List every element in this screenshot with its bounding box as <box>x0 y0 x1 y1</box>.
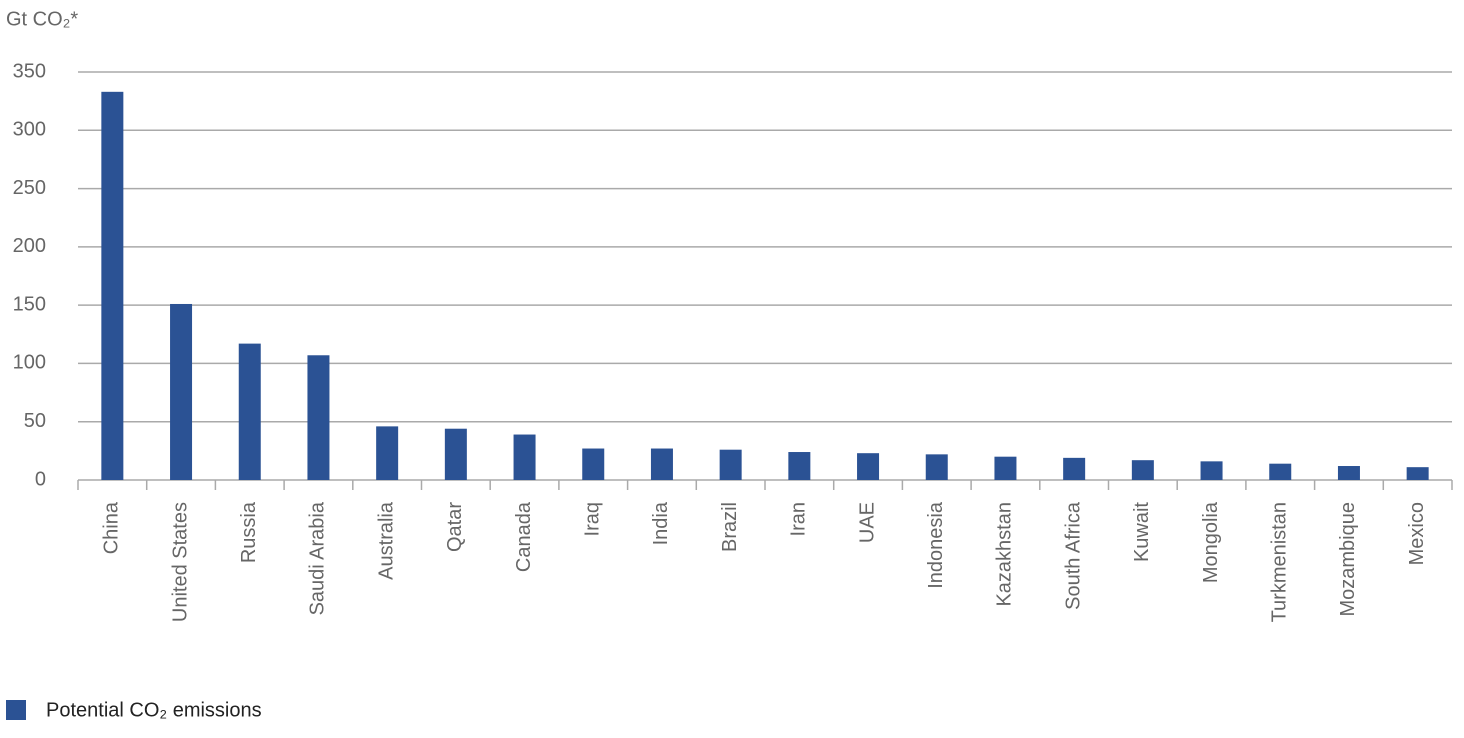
y-axis-label: Gt CO₂* <box>6 8 78 30</box>
bar <box>444 428 467 480</box>
x-tick-label: Iran <box>788 502 810 536</box>
x-tick-label: Mexico <box>1406 502 1428 565</box>
bar <box>1200 461 1223 480</box>
bar <box>1406 467 1429 480</box>
x-tick-label: India <box>650 501 672 545</box>
bar <box>238 343 261 480</box>
bar <box>101 91 124 481</box>
y-tick-label: 50 <box>24 410 46 432</box>
y-tick-label: 0 <box>35 468 46 490</box>
bar <box>376 426 399 480</box>
x-tick-label: Iraq <box>582 502 604 536</box>
x-tick-label: UAE <box>856 502 878 543</box>
x-tick-label: South Africa <box>1062 501 1084 610</box>
x-tick-label: Kuwait <box>1131 502 1153 562</box>
bar <box>307 355 330 480</box>
x-tick-label: Mongolia <box>1200 501 1222 583</box>
bar <box>650 448 673 480</box>
x-tick-label: Kazakhstan <box>994 502 1016 607</box>
x-tick-label: United States <box>169 502 191 622</box>
x-tick-label: Indonesia <box>925 501 947 589</box>
x-tick-label: Saudi Arabia <box>307 501 329 615</box>
bar <box>1063 457 1086 480</box>
bar <box>925 454 948 480</box>
x-tick-label: Turkmenistan <box>1269 502 1291 622</box>
y-tick-label: 150 <box>13 293 46 315</box>
x-tick-label: Canada <box>513 501 535 572</box>
bar <box>513 434 536 480</box>
bar <box>170 303 193 480</box>
bar <box>719 449 742 480</box>
x-tick-label: Qatar <box>444 502 466 552</box>
bar <box>1337 466 1360 480</box>
bar <box>582 448 605 480</box>
bar <box>1269 463 1292 480</box>
bar <box>788 452 811 480</box>
y-tick-label: 250 <box>13 177 46 199</box>
y-tick-label: 100 <box>13 352 46 374</box>
bar <box>857 453 880 480</box>
bar <box>1131 460 1154 480</box>
x-tick-label: Mozambique <box>1337 502 1359 617</box>
legend-label: Potential CO₂ emissions <box>46 699 262 721</box>
x-tick-label: Russia <box>238 501 260 563</box>
y-tick-label: 300 <box>13 119 46 141</box>
x-tick-label: Australia <box>375 501 397 580</box>
bar <box>994 456 1017 480</box>
legend-swatch <box>6 700 26 720</box>
x-tick-label: China <box>101 501 123 554</box>
y-tick-label: 200 <box>13 235 46 257</box>
y-tick-label: 350 <box>13 60 46 82</box>
x-tick-label: Brazil <box>719 502 741 552</box>
